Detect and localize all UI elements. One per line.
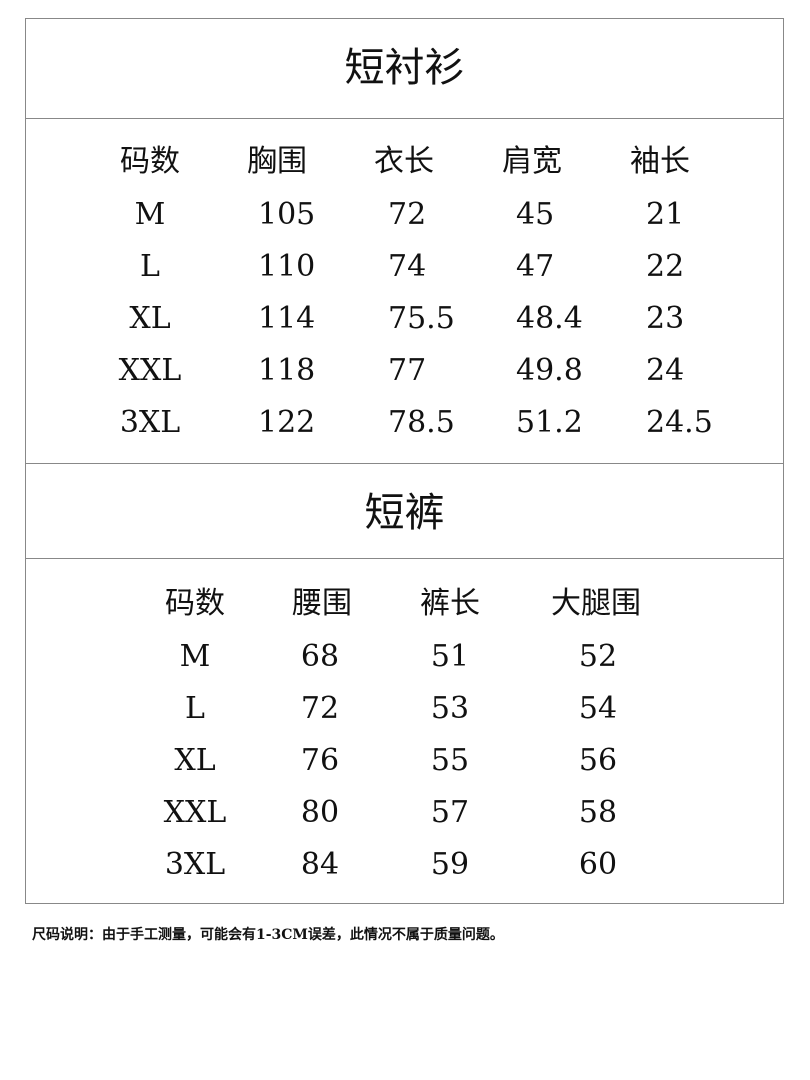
measurement-value: 24.5 [646,405,713,440]
column-header: 裤长 [420,586,480,621]
divider [25,463,784,464]
measurement-value: 51 [430,639,470,674]
column-header: 肩宽 [502,144,562,179]
divider [25,118,784,119]
measurement-value: 23 [646,301,685,336]
size-label: 3XL [119,405,181,440]
measurement-value: 54 [578,691,618,726]
column-header: 腰围 [292,586,352,621]
measurement-value: 45 [516,197,555,232]
measurement-value: 76 [300,743,340,778]
measurement-value: 24 [646,353,685,388]
measurement-value: 21 [646,197,685,232]
measurement-value: 52 [578,639,618,674]
measurement-value: 59 [430,847,470,882]
measurement-value: 72 [300,691,340,726]
column-header: 袖长 [630,144,690,179]
measurement-value: 80 [300,795,340,830]
measurement-value: 75.5 [388,301,455,336]
measurement-value: 68 [300,639,340,674]
measurement-value: 47 [516,249,555,284]
measurement-value: 57 [430,795,470,830]
measurement-value: 78.5 [388,405,455,440]
size-label: 3XL [164,847,226,882]
chart-border [25,18,784,904]
measurement-value: 114 [258,301,316,336]
measurement-value: 56 [578,743,618,778]
size-label: M [134,197,166,232]
measurement-value: 122 [258,405,316,440]
size-label: XL [129,301,171,336]
column-header: 码数 [165,586,225,621]
measurement-value: 110 [258,249,316,284]
measurement-value: 51.2 [516,405,583,440]
shirt-title: 短衬衫 [344,45,465,91]
size-note: 尺码说明：由于手工测量，可能会有1-3CM误差，此情况不属于质量问题。 [32,927,504,943]
measurement-value: 60 [578,847,618,882]
shorts-title: 短裤 [364,490,445,536]
measurement-value: 77 [388,353,427,388]
size-label: M [179,639,211,674]
measurement-value: 72 [388,197,427,232]
size-label: L [185,691,205,726]
size-label: XL [174,743,216,778]
measurement-value: 118 [258,353,316,388]
measurement-value: 55 [430,743,470,778]
measurement-value: 84 [300,847,340,882]
column-header: 胸围 [247,144,307,179]
measurement-value: 22 [646,249,685,284]
measurement-value: 74 [388,249,427,284]
measurement-value: 49.8 [516,353,583,388]
column-header: 码数 [120,144,180,179]
divider [25,558,784,559]
measurement-value: 48.4 [516,301,583,336]
measurement-value: 105 [258,197,316,232]
column-header: 大腿围 [551,586,641,621]
size-label: XXL [118,353,182,388]
size-label: L [140,249,160,284]
column-header: 衣长 [374,144,434,179]
measurement-value: 58 [578,795,618,830]
measurement-value: 53 [430,691,470,726]
size-label: XXL [163,795,227,830]
